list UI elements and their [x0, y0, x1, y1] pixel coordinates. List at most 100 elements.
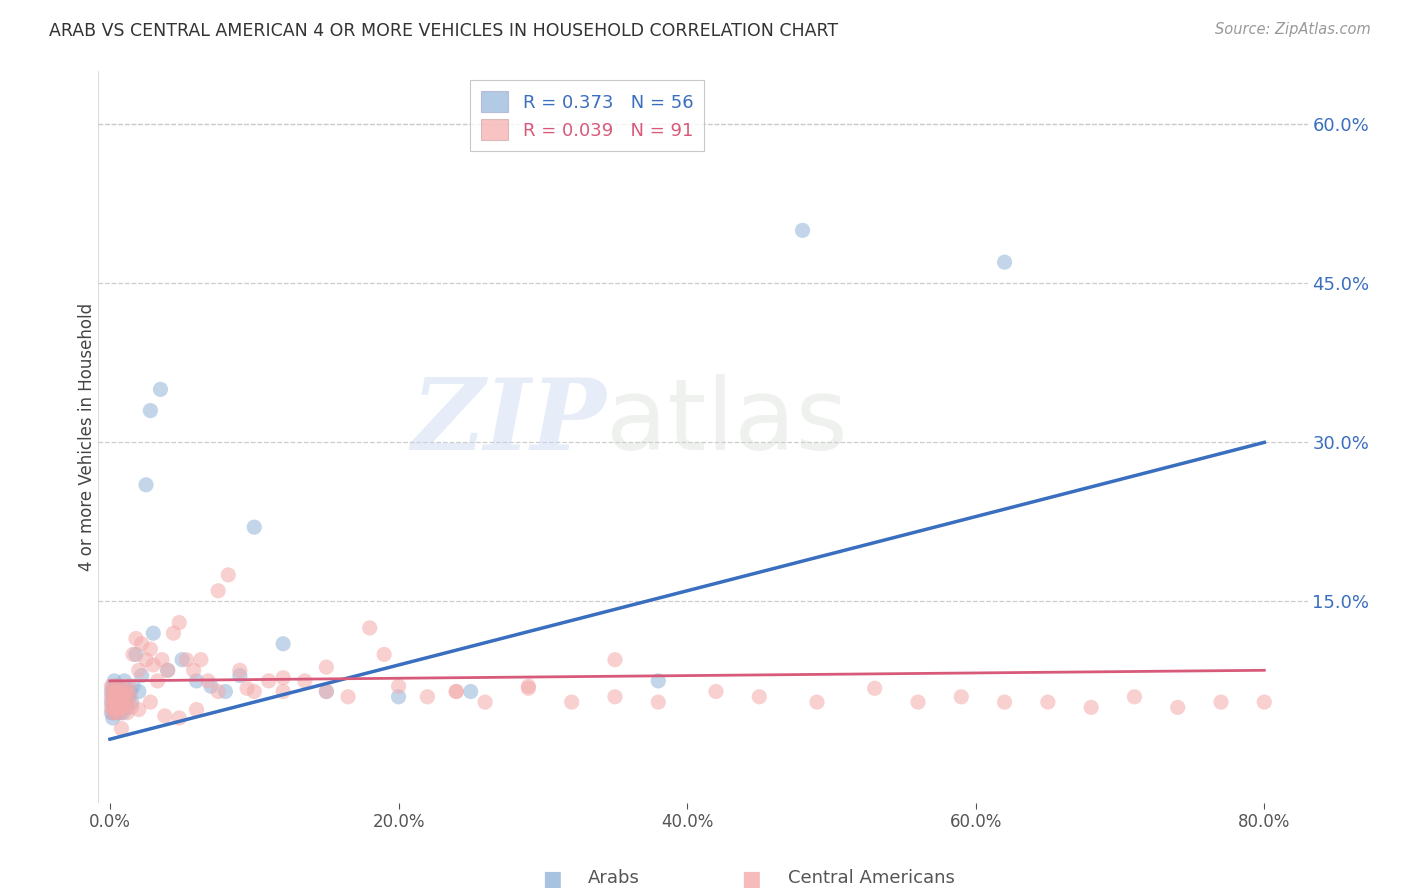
Point — [121, 700, 143, 714]
Point — [117, 706, 139, 720]
Text: ■: ■ — [741, 869, 761, 888]
Point — [104, 690, 127, 704]
Point — [103, 690, 125, 704]
Point — [373, 648, 395, 662]
Point — [603, 690, 626, 704]
Point — [103, 700, 125, 714]
Point — [131, 668, 153, 682]
Point — [117, 684, 139, 698]
Text: ZIP: ZIP — [412, 375, 606, 471]
Point — [176, 653, 198, 667]
Point — [128, 702, 150, 716]
Point — [474, 695, 496, 709]
Point — [150, 653, 173, 667]
Point — [118, 679, 141, 693]
Point — [104, 684, 127, 698]
Point — [118, 690, 141, 704]
Point — [111, 684, 134, 698]
Point — [1167, 700, 1189, 714]
Point — [103, 684, 125, 698]
Point — [112, 700, 135, 714]
Point — [117, 700, 139, 714]
Point — [108, 706, 131, 720]
Point — [108, 695, 131, 709]
Point — [257, 673, 280, 688]
Point — [950, 690, 973, 704]
Point — [446, 684, 468, 698]
Point — [1253, 695, 1275, 709]
Point — [315, 684, 337, 698]
Point — [101, 695, 124, 709]
Point — [112, 690, 135, 704]
Point — [111, 695, 134, 709]
Point — [120, 684, 142, 698]
Point — [101, 690, 124, 704]
Text: atlas: atlas — [606, 374, 848, 471]
Point — [197, 673, 219, 688]
Point — [517, 681, 540, 696]
Legend: R = 0.373   N = 56, R = 0.039   N = 91: R = 0.373 N = 56, R = 0.039 N = 91 — [470, 80, 704, 151]
Point — [100, 700, 122, 714]
Point — [107, 690, 129, 704]
Point — [647, 695, 669, 709]
Point — [243, 684, 266, 698]
Point — [647, 673, 669, 688]
Point — [104, 695, 127, 709]
Point — [149, 383, 172, 397]
Point — [271, 671, 294, 685]
Point — [806, 695, 828, 709]
Point — [446, 684, 468, 698]
Point — [748, 690, 770, 704]
Point — [100, 684, 122, 698]
Point — [153, 709, 176, 723]
Point — [603, 653, 626, 667]
Point — [1123, 690, 1146, 704]
Point — [561, 695, 583, 709]
Text: Central Americans: Central Americans — [787, 869, 955, 887]
Point — [162, 626, 184, 640]
Point — [110, 700, 132, 714]
Point — [294, 673, 316, 688]
Y-axis label: 4 or more Vehicles in Household: 4 or more Vehicles in Household — [79, 303, 96, 571]
Point — [105, 690, 128, 704]
Point — [101, 706, 124, 720]
Point — [110, 700, 132, 714]
Point — [863, 681, 886, 696]
Point — [111, 706, 134, 720]
Point — [121, 695, 143, 709]
Point — [139, 403, 162, 417]
Point — [105, 695, 128, 709]
Point — [103, 706, 125, 720]
Point — [229, 663, 252, 677]
Point — [517, 679, 540, 693]
Point — [172, 653, 194, 667]
Point — [186, 702, 208, 716]
Point — [105, 700, 128, 714]
Text: Arabs: Arabs — [588, 869, 640, 887]
Point — [105, 706, 128, 720]
Point — [186, 673, 208, 688]
Point — [792, 223, 814, 237]
Point — [387, 679, 409, 693]
Point — [207, 583, 229, 598]
Point — [108, 679, 131, 693]
Point — [112, 684, 135, 698]
Point — [271, 637, 294, 651]
Point — [1036, 695, 1059, 709]
Point — [1209, 695, 1232, 709]
Point — [125, 648, 148, 662]
Point — [146, 673, 169, 688]
Point — [142, 658, 165, 673]
Point — [139, 695, 162, 709]
Point — [101, 684, 124, 698]
Point — [101, 700, 124, 714]
Point — [315, 684, 337, 698]
Point — [359, 621, 381, 635]
Point — [271, 684, 294, 698]
Point — [110, 690, 132, 704]
Point — [103, 673, 125, 688]
Point — [907, 695, 929, 709]
Point — [120, 690, 142, 704]
Point — [142, 626, 165, 640]
Point — [156, 663, 179, 677]
